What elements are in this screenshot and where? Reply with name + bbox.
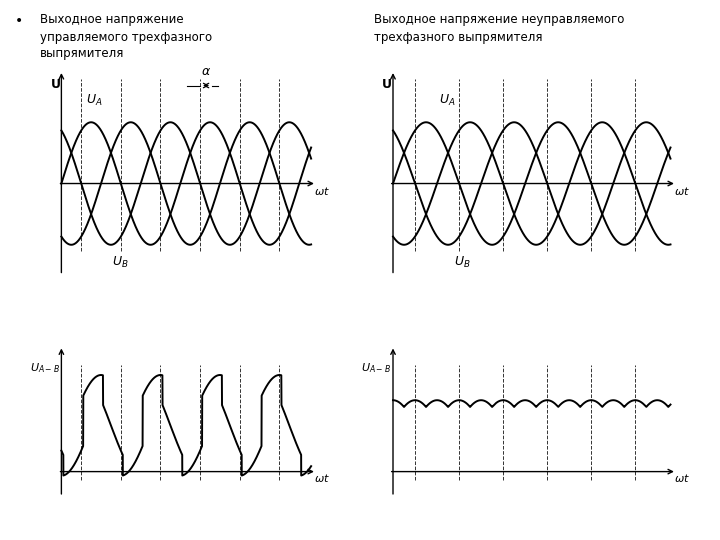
Text: U: U (50, 78, 60, 91)
Text: Выходное напряжение
управляемого трехфазного
выпрямителя: Выходное напряжение управляемого трехфаз… (40, 14, 212, 60)
Text: $U_B$: $U_B$ (112, 255, 129, 271)
Text: $\omega t$: $\omega t$ (314, 472, 330, 484)
Text: $U_{A-B}$: $U_{A-B}$ (361, 361, 391, 375)
Text: $\omega t$: $\omega t$ (674, 185, 690, 197)
Text: $\omega t$: $\omega t$ (674, 472, 690, 484)
Text: U: U (382, 78, 392, 91)
Text: $U_{A-B}$: $U_{A-B}$ (30, 361, 60, 375)
Text: Выходное напряжение неуправляемого
трехфазного выпрямителя: Выходное напряжение неуправляемого трехф… (374, 14, 625, 44)
Text: $U_A$: $U_A$ (439, 93, 456, 108)
Text: $U_B$: $U_B$ (454, 255, 471, 271)
Text: $\alpha$: $\alpha$ (201, 65, 211, 78)
Text: •: • (14, 14, 22, 28)
Text: $\omega t$: $\omega t$ (314, 185, 330, 197)
Text: $U_A$: $U_A$ (86, 93, 102, 108)
